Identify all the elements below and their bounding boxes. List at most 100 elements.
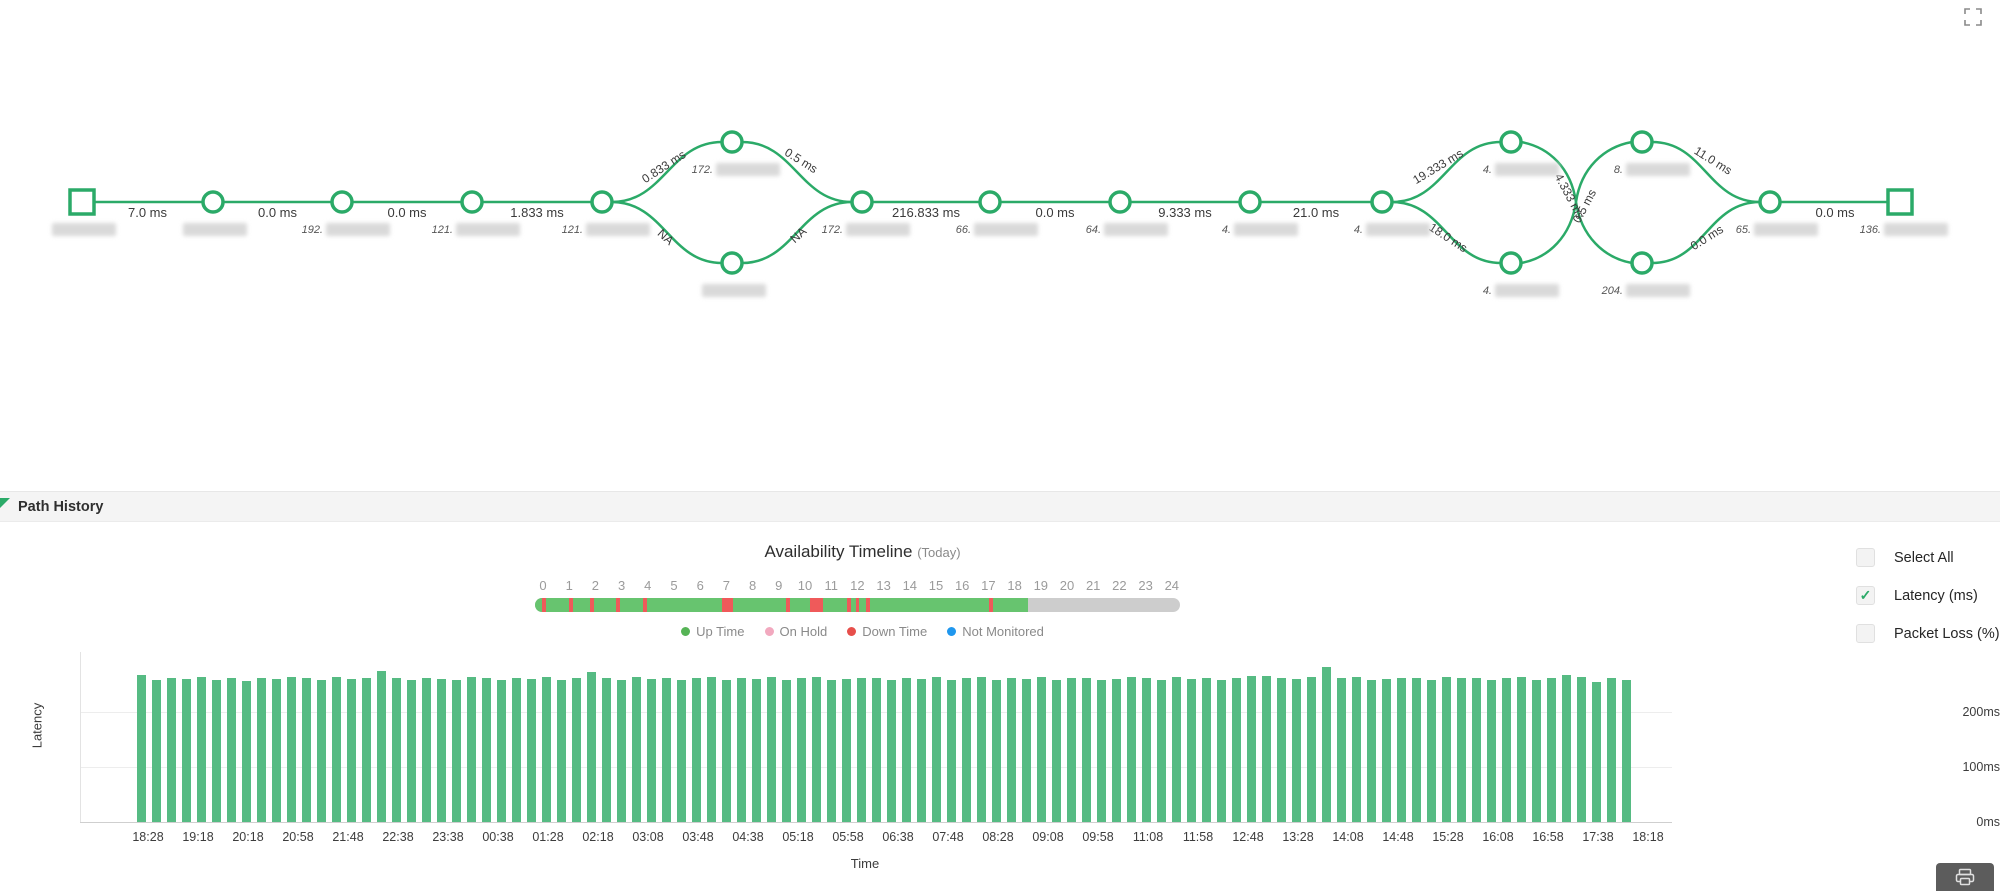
redacted-ip-label (1626, 163, 1690, 176)
y-axis-title: Latency (29, 702, 45, 749)
edge-latency-label: 11.0 ms (1692, 144, 1735, 178)
latency-bar (1247, 676, 1256, 822)
x-tick-label: 17:38 (1582, 830, 1614, 844)
endpoint-node[interactable] (68, 188, 96, 216)
latency-bar (827, 680, 836, 822)
hour-tick-label: 21 (1085, 578, 1101, 593)
edge-latency-label: 18.0 ms (1426, 220, 1469, 255)
redacted-ip-label (1495, 163, 1559, 176)
redacted-ip-label (1104, 223, 1168, 236)
latency-bar (1322, 667, 1331, 822)
endpoint-node[interactable] (1886, 188, 1914, 216)
hop-node[interactable] (1758, 190, 1782, 214)
hop-node[interactable] (460, 190, 484, 214)
latency-bar (752, 679, 761, 822)
redacted-ip-label (586, 223, 650, 236)
node-ip-prefix: 204. (1601, 285, 1623, 297)
hop-node[interactable] (330, 190, 354, 214)
node-ip-prefix: 4. (1483, 285, 1492, 297)
unchecked-checkbox[interactable] (1856, 548, 1875, 567)
hour-tick-label: 9 (775, 578, 783, 593)
hop-node[interactable] (1630, 251, 1654, 275)
hop-node[interactable] (1499, 130, 1523, 154)
latency-bar (212, 680, 221, 822)
latency-bar (1067, 678, 1076, 822)
downtime-segment (810, 598, 823, 612)
hour-tick-label: 3 (617, 578, 626, 593)
series-toggle-select-all[interactable]: Select All (1856, 548, 1954, 567)
latency-bar (842, 679, 851, 822)
hop-node[interactable] (1238, 190, 1262, 214)
latency-bar (1007, 678, 1016, 822)
node-ip-prefix: 64. (1086, 224, 1101, 236)
hop-node[interactable] (201, 190, 225, 214)
latency-bar (1217, 680, 1226, 822)
path-edge-curved (1520, 201, 1633, 265)
latency-bar (602, 678, 611, 822)
latency-bar (1307, 677, 1316, 822)
print-button[interactable] (1936, 863, 1994, 891)
downtime-segment (865, 598, 870, 612)
latency-bar (887, 680, 896, 822)
latency-bar (1427, 680, 1436, 822)
hop-node[interactable] (1499, 251, 1523, 275)
latency-bar (182, 679, 191, 822)
latency-bar (1352, 677, 1361, 822)
checked-checkbox[interactable]: ✓ (1856, 586, 1875, 605)
edge-latency-label: 0.833 ms (639, 147, 688, 186)
latency-bar (1157, 680, 1166, 822)
hour-tick-label: 14 (902, 578, 918, 593)
x-tick-label: 12:48 (1232, 830, 1264, 844)
node-ip-prefix: 4. (1222, 224, 1231, 236)
availability-timeline-bar[interactable] (535, 598, 1180, 612)
edge-latency-label: 1.833 ms (510, 205, 564, 220)
latency-bar (1607, 678, 1616, 822)
x-tick-label: 05:18 (782, 830, 814, 844)
hop-node[interactable] (590, 190, 614, 214)
node-ip-prefix: 192. (302, 224, 323, 236)
x-axis-line (80, 822, 1672, 823)
x-tick-label: 11:58 (1182, 830, 1214, 844)
latency-bar (227, 678, 236, 822)
hop-node[interactable] (720, 251, 744, 275)
hop-node[interactable] (850, 190, 874, 214)
latency-bar (767, 677, 776, 822)
node-ip-prefix: 172. (822, 224, 843, 236)
x-tick-label: 14:48 (1382, 830, 1414, 844)
latency-bar (557, 680, 566, 822)
hour-tick-label: 17 (981, 578, 996, 593)
x-tick-label: 08:28 (982, 830, 1014, 844)
hop-node[interactable] (978, 190, 1002, 214)
x-tick-label: 09:08 (1032, 830, 1064, 844)
fullscreen-icon[interactable] (1964, 8, 1986, 30)
unchecked-checkbox[interactable] (1856, 624, 1875, 643)
latency-bar (1097, 680, 1106, 822)
edge-latency-label: 7.0 ms (128, 205, 168, 220)
x-tick-label: 00:38 (482, 830, 514, 844)
topology-svg: 7.0 ms 0.0 ms 0.0 ms 1.833 ms 216.833 ms 0.0 … (52, 130, 1948, 297)
hop-node[interactable] (720, 130, 744, 154)
series-toggle-latency-ms[interactable]: ✓ Latency (ms) (1856, 586, 1978, 605)
x-tick-label: 04:38 (732, 830, 764, 844)
hop-node[interactable] (1630, 130, 1654, 154)
latency-bar (197, 677, 206, 822)
redacted-ip-label (52, 223, 116, 236)
x-tick-label: 15:28 (1432, 830, 1464, 844)
latency-bar (1577, 677, 1586, 822)
hour-tick-label: 11 (824, 578, 838, 593)
node-ip-prefix: 121. (432, 224, 453, 236)
latency-bar (617, 680, 626, 822)
legend-dot-icon (947, 627, 957, 636)
series-toggle-packet-loss[interactable]: Packet Loss (%) (1856, 624, 2000, 643)
latency-bar (362, 678, 371, 822)
latency-bar (272, 679, 281, 822)
latency-bar (662, 678, 671, 822)
x-tick-label: 07:48 (932, 830, 964, 844)
hop-node[interactable] (1370, 190, 1394, 214)
collapse-triangle-icon[interactable] (0, 498, 10, 508)
hop-node[interactable] (1108, 190, 1132, 214)
hour-tick-label: 15 (928, 578, 944, 593)
downtime-segment (569, 598, 574, 612)
y-tick-label: 100ms (1962, 760, 2000, 774)
